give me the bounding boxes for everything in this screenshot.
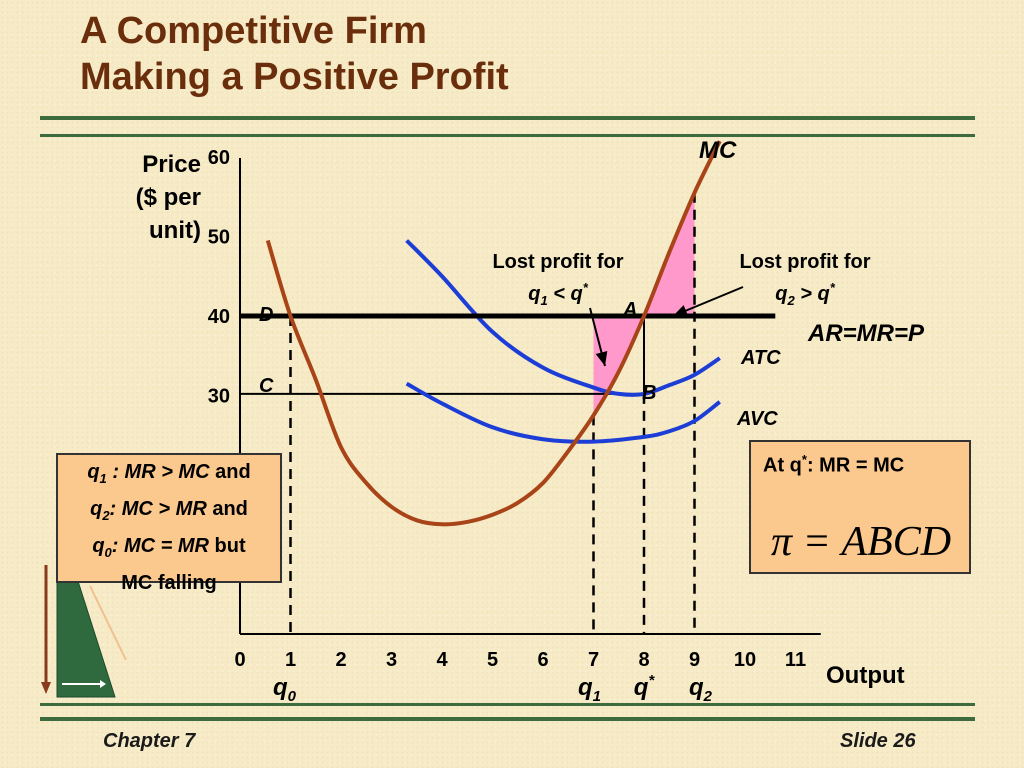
note-line-1: q1 : MR > MC and: [87, 461, 251, 486]
x-tick-label: 0: [234, 649, 245, 671]
x-tick-label: 1: [285, 649, 296, 671]
x-tick-label: 4: [436, 649, 448, 671]
y-tick-label: 60: [208, 147, 230, 169]
mc-curve: [265, 140, 722, 527]
y-tick-label: 50: [208, 227, 230, 249]
x-tick-label: 3: [386, 649, 397, 671]
point-label-c: C: [259, 375, 274, 397]
equation-condition: At q*: MR = MC: [763, 452, 905, 477]
decorative-shape: [41, 565, 127, 698]
bottom-rule-thin: [40, 703, 975, 706]
avc-curve: [405, 381, 721, 444]
y-axis-label: ($ per: [136, 184, 201, 211]
title-line-2: Making a Positive Profit: [80, 56, 509, 98]
note-line-4: MC falling: [121, 572, 217, 594]
atc-label: ATC: [740, 347, 781, 369]
mc-label: MC: [699, 137, 737, 164]
x-tick-label: 8: [638, 649, 649, 671]
annotation-lost-profit-title: Lost profit for: [739, 251, 870, 273]
annotation-lost-profit-title: Lost profit for: [492, 251, 623, 273]
top-rule-thin: [40, 134, 975, 137]
slide-number: Slide 26: [840, 730, 916, 752]
point-label-b: B: [642, 382, 656, 404]
x-tick-label: 7: [588, 649, 599, 671]
annotation-lost-profit-condition: q1 < q*: [528, 280, 588, 308]
title-line-1: A Competitive Firm: [80, 10, 427, 52]
x-tick-label: 11: [785, 649, 806, 671]
deco-diagonal: [89, 585, 127, 661]
quantity-label: q2: [689, 674, 713, 705]
x-tick-label: 6: [537, 649, 548, 671]
y-axis-label: Price: [142, 151, 201, 178]
x-tick-label: 5: [487, 649, 498, 671]
conditions-note: q1 : MR > MC and q2: MC > MR and q0: MC …: [56, 453, 282, 594]
chapter-label: Chapter 7: [103, 730, 196, 752]
x-tick-label: 9: [689, 649, 700, 671]
bottom-rule-thick: [40, 717, 975, 721]
note-line-2: q2: MC > MR and: [90, 498, 248, 523]
y-tick-label: 30: [208, 386, 230, 408]
note-line-3: q0: MC = MR but: [92, 535, 246, 560]
y-tick-label: 40: [208, 306, 230, 328]
x-tick-label: 10: [734, 649, 756, 671]
profit-equation-box: At q*: MR = MC π = ABCD: [749, 440, 971, 574]
x-axis-label: Output: [826, 662, 905, 689]
deco-arrow-head: [41, 682, 51, 694]
point-label-a: A: [622, 299, 637, 321]
slide-title: A Competitive Firm Making a Positive Pro…: [80, 8, 509, 100]
avc-label: AVC: [736, 408, 778, 430]
annotation-lost-profit-condition: q2 > q*: [775, 280, 835, 308]
arrow-to-lost-profit-q1-head: [595, 350, 608, 366]
deco-small-arrow-head: [100, 680, 106, 688]
quantity-label: q*: [634, 672, 656, 701]
quantity-label: q1: [578, 674, 601, 705]
top-rule-thick: [40, 116, 975, 120]
y-axis-label: unit): [149, 217, 201, 244]
x-tick-label: 2: [335, 649, 346, 671]
price-line-label: AR=MR=P: [807, 320, 925, 347]
quantity-label: q0: [273, 674, 297, 705]
arrow-to-lost-profit-q2-head: [673, 305, 689, 317]
profit-formula: π = ABCD: [771, 519, 952, 565]
point-label-d: D: [259, 304, 273, 326]
